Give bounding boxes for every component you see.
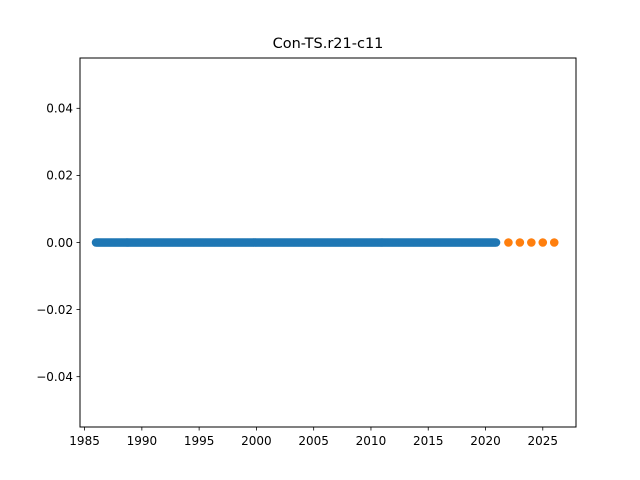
x-tick-label: 2025 [528,434,559,448]
data-point-series-2 [538,238,548,247]
y-tick-label: −0.02 [36,303,73,317]
x-axis: 1985 1990 1995 2000 2005 2010 2015 2020 2025 [69,427,558,448]
data-point-series-2 [549,238,559,247]
data-point-series-2 [527,238,536,247]
y-axis: −0.04 −0.02 0.00 0.02 0.04 [36,102,80,384]
data-point-series-2 [504,238,513,247]
y-tick-label: 0.04 [46,102,73,116]
x-tick-label: 1985 [69,434,100,448]
x-tick-label: 2015 [413,434,444,448]
data-point-series-1 [491,238,501,247]
x-tick-label: 2010 [356,434,387,448]
data-point-series-2 [515,238,525,247]
plot-area [91,238,559,247]
y-tick-label: −0.04 [36,370,73,384]
x-tick-label: 2000 [241,434,272,448]
x-tick-label: 2020 [470,434,501,448]
y-tick-label: 0.02 [46,169,73,183]
x-tick-label: 2005 [298,434,329,448]
x-tick-label: 1995 [184,434,215,448]
y-tick-label: 0.00 [46,236,73,250]
x-tick-label: 1990 [127,434,158,448]
chart-title: Con-TS.r21-c11 [273,36,384,52]
